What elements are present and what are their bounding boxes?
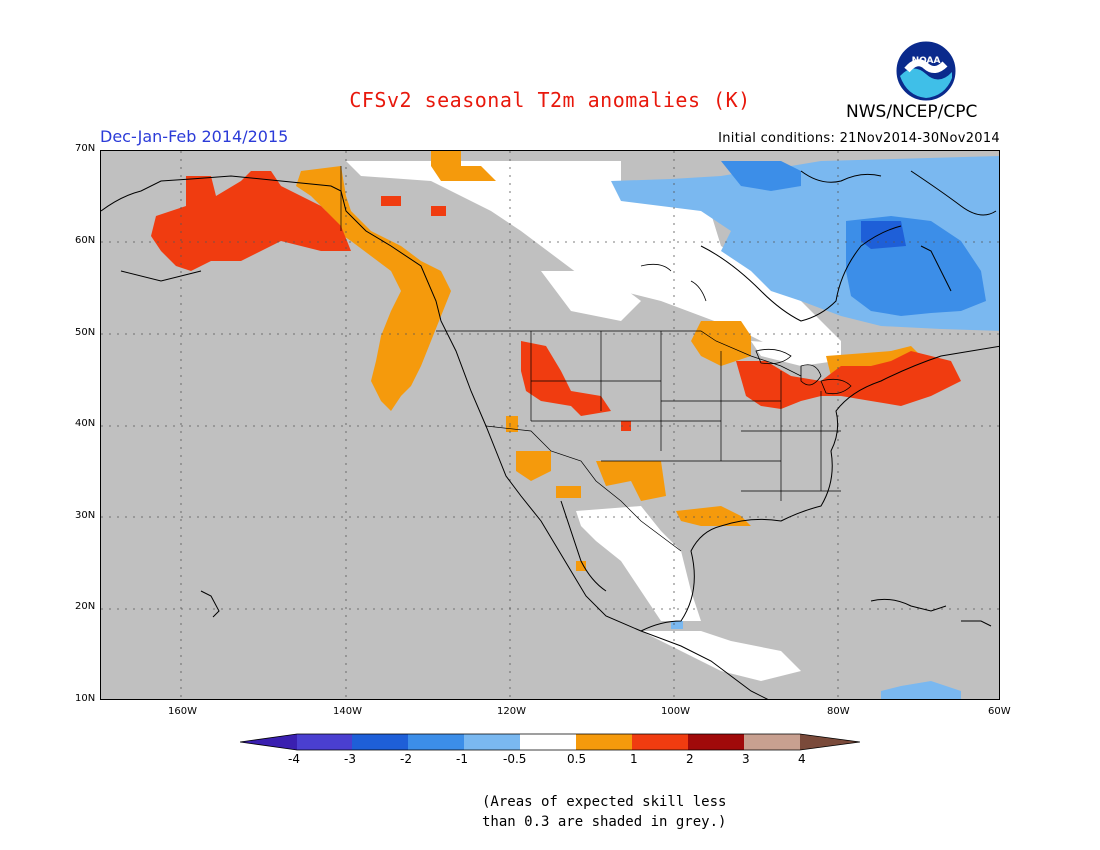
colorbar-tick: 3	[742, 752, 750, 766]
colorbar-swatch-3	[408, 734, 464, 750]
agency-label: NWS/NCEP/CPC	[846, 102, 978, 122]
colorbar-swatch-7	[632, 734, 688, 750]
graticule	[101, 151, 999, 699]
colorbar-tick: -3	[344, 752, 356, 766]
colorbar-tick: -2	[400, 752, 412, 766]
neutral-anomaly-regions	[346, 161, 841, 681]
initial-conditions-label: Initial conditions: 21Nov2014-30Nov2014	[718, 131, 1000, 146]
lakes	[640, 263, 852, 395]
strong-cold-regions	[861, 221, 906, 249]
colorbar-swatch-4	[464, 734, 520, 750]
lat-label-20n: 20N	[75, 601, 96, 612]
very-warm-regions	[151, 171, 961, 431]
footnote-line-2: than 0.3 are shaded in grey.)	[482, 814, 727, 830]
colorbar-tick: 0.5	[567, 752, 587, 766]
colorbar-tick: -0.5	[503, 752, 527, 766]
lat-label-60n: 60N	[75, 235, 96, 246]
footnote-line-1: (Areas of expected skill less	[482, 794, 727, 810]
colorbar-tick: -1	[456, 752, 468, 766]
lat-label-10n: 10N	[75, 693, 96, 704]
lat-label-50n: 50N	[75, 327, 96, 338]
map-svg	[101, 151, 999, 699]
lat-label-70n: 70N	[75, 143, 96, 154]
colorbar-tick: 2	[686, 752, 694, 766]
colorbar-swatch-0	[240, 734, 297, 750]
anomaly-map	[100, 150, 1000, 700]
colorbar-tick: -4	[288, 752, 300, 766]
lat-label-30n: 30N	[75, 510, 96, 521]
colorbar-tick: 1	[630, 752, 638, 766]
map-title: CFSv2 seasonal T2m anomalies (K)	[349, 88, 751, 112]
colorbar-swatch-10	[800, 734, 860, 750]
color-bar	[240, 733, 860, 751]
lon-label-80w: 80W	[827, 706, 850, 717]
colorbar-swatch-6	[576, 734, 632, 750]
noaa-logo: NOAA	[895, 40, 957, 102]
lon-label-140w: 140W	[333, 706, 362, 717]
colorbar-swatch-2	[352, 734, 408, 750]
coastlines	[101, 170, 999, 699]
colorbar-swatch-8	[688, 734, 744, 750]
colorbar-swatch-1	[297, 734, 352, 750]
lon-label-160w: 160W	[168, 706, 197, 717]
political-borders	[340, 166, 841, 552]
lon-label-60w: 60W	[988, 706, 1011, 717]
colorbar-tick: 4	[798, 752, 806, 766]
lon-label-100w: 100W	[661, 706, 690, 717]
lat-label-40n: 40N	[75, 418, 96, 429]
logo-text: NOAA	[912, 56, 941, 66]
season-label: Dec-Jan-Feb 2014/2015	[100, 127, 289, 146]
colorbar-swatch-9	[744, 734, 800, 750]
colorbar-swatch-5	[520, 734, 576, 750]
lon-label-120w: 120W	[497, 706, 526, 717]
skill-footnote: (Areas of expected skill less than 0.3 a…	[482, 792, 726, 832]
